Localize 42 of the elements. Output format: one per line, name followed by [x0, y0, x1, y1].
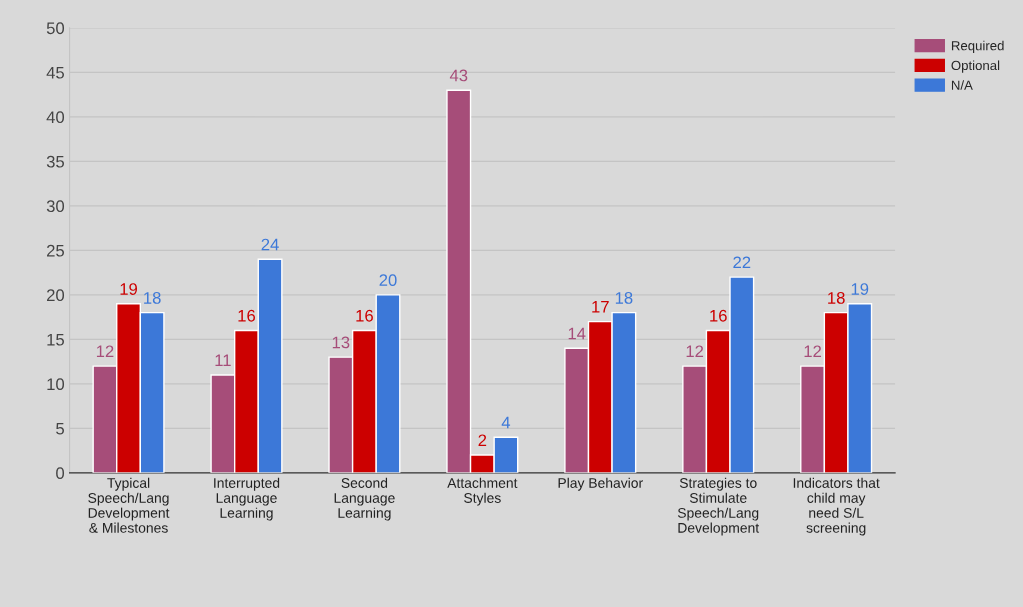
data-label: 17 [592, 301, 609, 313]
x-tick-label: Typical Speech/Lang Development & Milestones [88, 477, 170, 533]
data-label: 18 [144, 292, 161, 304]
data-label: 13 [332, 336, 350, 349]
y-tick-label: 10 [47, 378, 65, 391]
data-label: 43 [449, 69, 468, 82]
data-label: 18 [828, 292, 845, 304]
data-label: 24 [261, 238, 279, 251]
y-tick-label: 45 [46, 66, 65, 79]
y-tick-label: 30 [46, 200, 65, 213]
x-tick-label: Play Behavior [558, 477, 643, 491]
y-tick-label: 35 [46, 155, 65, 168]
data-label: 16 [238, 309, 256, 322]
data-label: 19 [851, 283, 869, 295]
y-tick-label: 40 [46, 111, 65, 124]
y-tick-label: 50 [46, 22, 65, 35]
data-label: 19 [120, 283, 138, 295]
legend-label: Optional [951, 60, 1000, 73]
y-tick-label: 25 [47, 244, 65, 257]
y-tick-label: 15 [47, 333, 65, 346]
legend-label: Required [951, 40, 1004, 53]
y-tick-label: 0 [56, 467, 65, 480]
data-label: 12 [96, 345, 114, 358]
x-tick-label: Strategies to Stimulate Speech/Lang Development [677, 477, 760, 536]
x-tick-label: Attachment Styles [447, 477, 518, 506]
y-tick-label: 5 [56, 422, 64, 435]
y-tick-label: 20 [47, 289, 65, 302]
data-label: 12 [804, 345, 821, 358]
data-label: 4 [501, 416, 511, 429]
data-label: 12 [686, 345, 704, 358]
x-tick-label: Indicators that child may need S/L screening [793, 477, 880, 536]
data-label: 14 [568, 327, 586, 340]
data-label: 18 [615, 292, 633, 304]
legend-label: N/A [951, 80, 973, 90]
x-tick-label: Second Language Learning [334, 477, 395, 521]
data-label: 11 [215, 354, 231, 366]
data-label: 16 [356, 309, 373, 322]
x-tick-label: Interrupted Language Learning [214, 477, 280, 521]
data-label: 20 [379, 274, 397, 287]
data-label: 16 [710, 309, 727, 322]
data-label: 2 [478, 434, 487, 447]
data-label: 22 [733, 256, 751, 269]
